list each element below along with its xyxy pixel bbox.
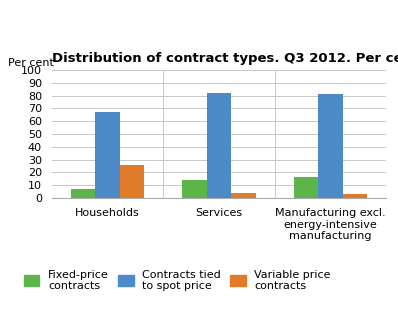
- Text: Distribution of contract types. Q3 2012. Per cent: Distribution of contract types. Q3 2012.…: [52, 52, 398, 65]
- Bar: [182, 180, 207, 198]
- Bar: [318, 94, 343, 198]
- Bar: [120, 165, 144, 198]
- Bar: [95, 112, 120, 198]
- Bar: [231, 193, 256, 198]
- Bar: [294, 177, 318, 198]
- Legend: Fixed-price
contracts, Contracts tied
to spot price, Variable price
contracts: Fixed-price contracts, Contracts tied to…: [24, 270, 331, 291]
- Bar: [71, 189, 95, 198]
- Bar: [343, 194, 367, 198]
- Bar: [207, 93, 231, 198]
- Text: Per cent: Per cent: [8, 58, 54, 68]
